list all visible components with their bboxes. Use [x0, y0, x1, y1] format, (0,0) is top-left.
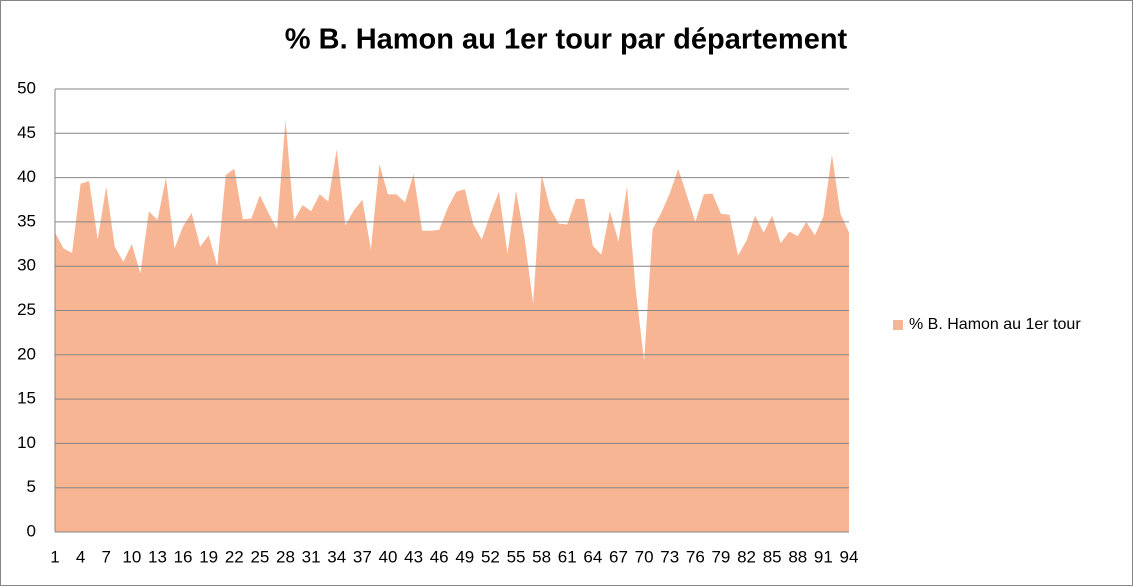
x-tick-label: 22	[225, 547, 244, 566]
y-tick-label: 50	[17, 78, 36, 97]
x-tick-label: 91	[814, 547, 833, 566]
area	[55, 120, 849, 532]
y-tick-label: 0	[27, 521, 36, 540]
legend-swatch	[893, 320, 903, 330]
x-tick-label: 4	[76, 547, 85, 566]
y-tick-label: 45	[17, 123, 36, 142]
x-tick-label: 64	[583, 547, 602, 566]
x-tick-label: 88	[788, 547, 807, 566]
x-tick-label: 31	[302, 547, 321, 566]
y-tick-label: 5	[27, 477, 36, 496]
x-tick-label: 94	[840, 547, 859, 566]
x-tick-label: 46	[430, 547, 449, 566]
y-tick-label: 10	[17, 433, 36, 452]
x-tick-label: 55	[507, 547, 526, 566]
y-tick-label: 20	[17, 344, 36, 363]
y-tick-label: 40	[17, 167, 36, 186]
x-tick-label: 19	[199, 547, 218, 566]
x-tick-label: 82	[737, 547, 756, 566]
x-tick-label: 52	[481, 547, 500, 566]
x-tick-label: 34	[327, 547, 346, 566]
x-tick-label: 37	[353, 547, 372, 566]
legend-label: % B. Hamon au 1er tour	[909, 316, 1081, 333]
x-tick-label: 76	[686, 547, 705, 566]
x-tick-label: 7	[101, 547, 110, 566]
x-tick-label: 49	[455, 547, 474, 566]
x-tick-label: 25	[250, 547, 269, 566]
x-tick-label: 13	[148, 547, 167, 566]
x-tick-label: 1	[50, 547, 59, 566]
x-tick-label: 16	[174, 547, 193, 566]
y-tick-label: 15	[17, 389, 36, 408]
y-tick-label: 25	[17, 300, 36, 319]
x-tick-label: 10	[122, 547, 141, 566]
x-tick-label: 73	[660, 547, 679, 566]
x-tick-label: 58	[532, 547, 551, 566]
chart-title: % B. Hamon au 1er tour par département	[285, 24, 848, 56]
x-tick-label: 70	[635, 547, 654, 566]
y-tick-label: 35	[17, 211, 36, 230]
x-tick-label: 79	[711, 547, 730, 566]
x-tick-label: 43	[404, 547, 423, 566]
x-tick-label: 28	[276, 547, 295, 566]
x-tick-label: 40	[379, 547, 398, 566]
x-tick-label: 85	[763, 547, 782, 566]
x-tick-label: 61	[558, 547, 577, 566]
y-tick-label: 30	[17, 256, 36, 275]
x-tick-label: 67	[609, 547, 628, 566]
